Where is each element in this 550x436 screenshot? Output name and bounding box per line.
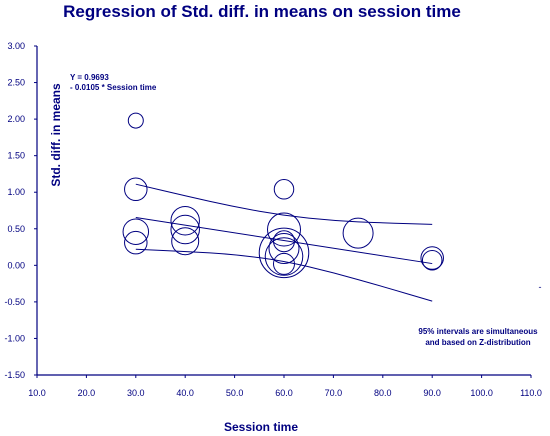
x-tick-label: 10.0	[28, 388, 46, 398]
x-tick-label: 100.0	[470, 388, 493, 398]
x-tick-label: 60.0	[275, 388, 293, 398]
y-tick-label: 2.00	[7, 114, 25, 124]
study-point	[124, 230, 148, 255]
x-tick-label: 110.0	[520, 388, 542, 398]
y-tick-label: 3.00	[7, 41, 25, 51]
right-axis-mark: -	[539, 282, 542, 292]
x-axis-label: Session time	[224, 420, 298, 434]
study-point	[273, 179, 295, 200]
y-axis-label: Std. diff. in means	[49, 83, 63, 187]
x-tick-label: 20.0	[78, 388, 96, 398]
study-point	[171, 227, 200, 256]
regression-equation-line-1: Y = 0.9693	[70, 73, 109, 82]
study-point	[127, 112, 144, 129]
study-points	[122, 112, 444, 279]
y-axis-ticks: 3.00 2.50 2.00 1.50 1.00 0.50 0.00 -0.50 -1.00 -1…	[4, 41, 37, 380]
interval-note-line-2: and based on Z-distribution	[425, 338, 530, 347]
upper-confidence-band	[135, 183, 433, 225]
chart-title: Regression of Std. diff. in means on ses…	[63, 2, 461, 21]
y-tick-label: -0.50	[4, 297, 25, 307]
regression-equation-line-2: - 0.0105 * Session time	[70, 83, 157, 92]
x-tick-label: 30.0	[127, 388, 145, 398]
x-axis-ticks: 10.0 20.0 30.0 40.0 50.0 60.0 70.0 80.0 90.0 100.…	[28, 375, 542, 398]
study-point	[421, 249, 443, 271]
study-point	[268, 233, 300, 265]
x-tick-label: 90.0	[423, 388, 441, 398]
y-tick-label: 1.00	[7, 187, 25, 197]
study-point	[258, 227, 310, 279]
study-point	[273, 252, 295, 275]
study-point	[267, 212, 301, 247]
y-tick-label: 0.00	[7, 260, 25, 270]
study-point	[170, 205, 200, 236]
study-point	[264, 237, 304, 276]
axes	[36, 46, 531, 376]
x-tick-label: 70.0	[325, 388, 343, 398]
x-tick-label: 80.0	[374, 388, 392, 398]
y-tick-label: -1.50	[4, 370, 25, 380]
interval-note-line-1: 95% intervals are simultaneous	[418, 327, 538, 336]
regression-line	[135, 217, 433, 265]
y-tick-label: 1.50	[7, 151, 25, 161]
study-point	[342, 217, 374, 249]
y-tick-label: 2.50	[7, 78, 25, 88]
y-tick-label: -1.00	[4, 333, 25, 343]
y-tick-label: 0.50	[7, 224, 25, 234]
study-point	[170, 214, 200, 245]
x-tick-label: 50.0	[226, 388, 244, 398]
x-tick-label: 40.0	[176, 388, 194, 398]
study-point	[420, 246, 444, 270]
study-point	[122, 218, 150, 245]
study-point	[124, 177, 148, 202]
